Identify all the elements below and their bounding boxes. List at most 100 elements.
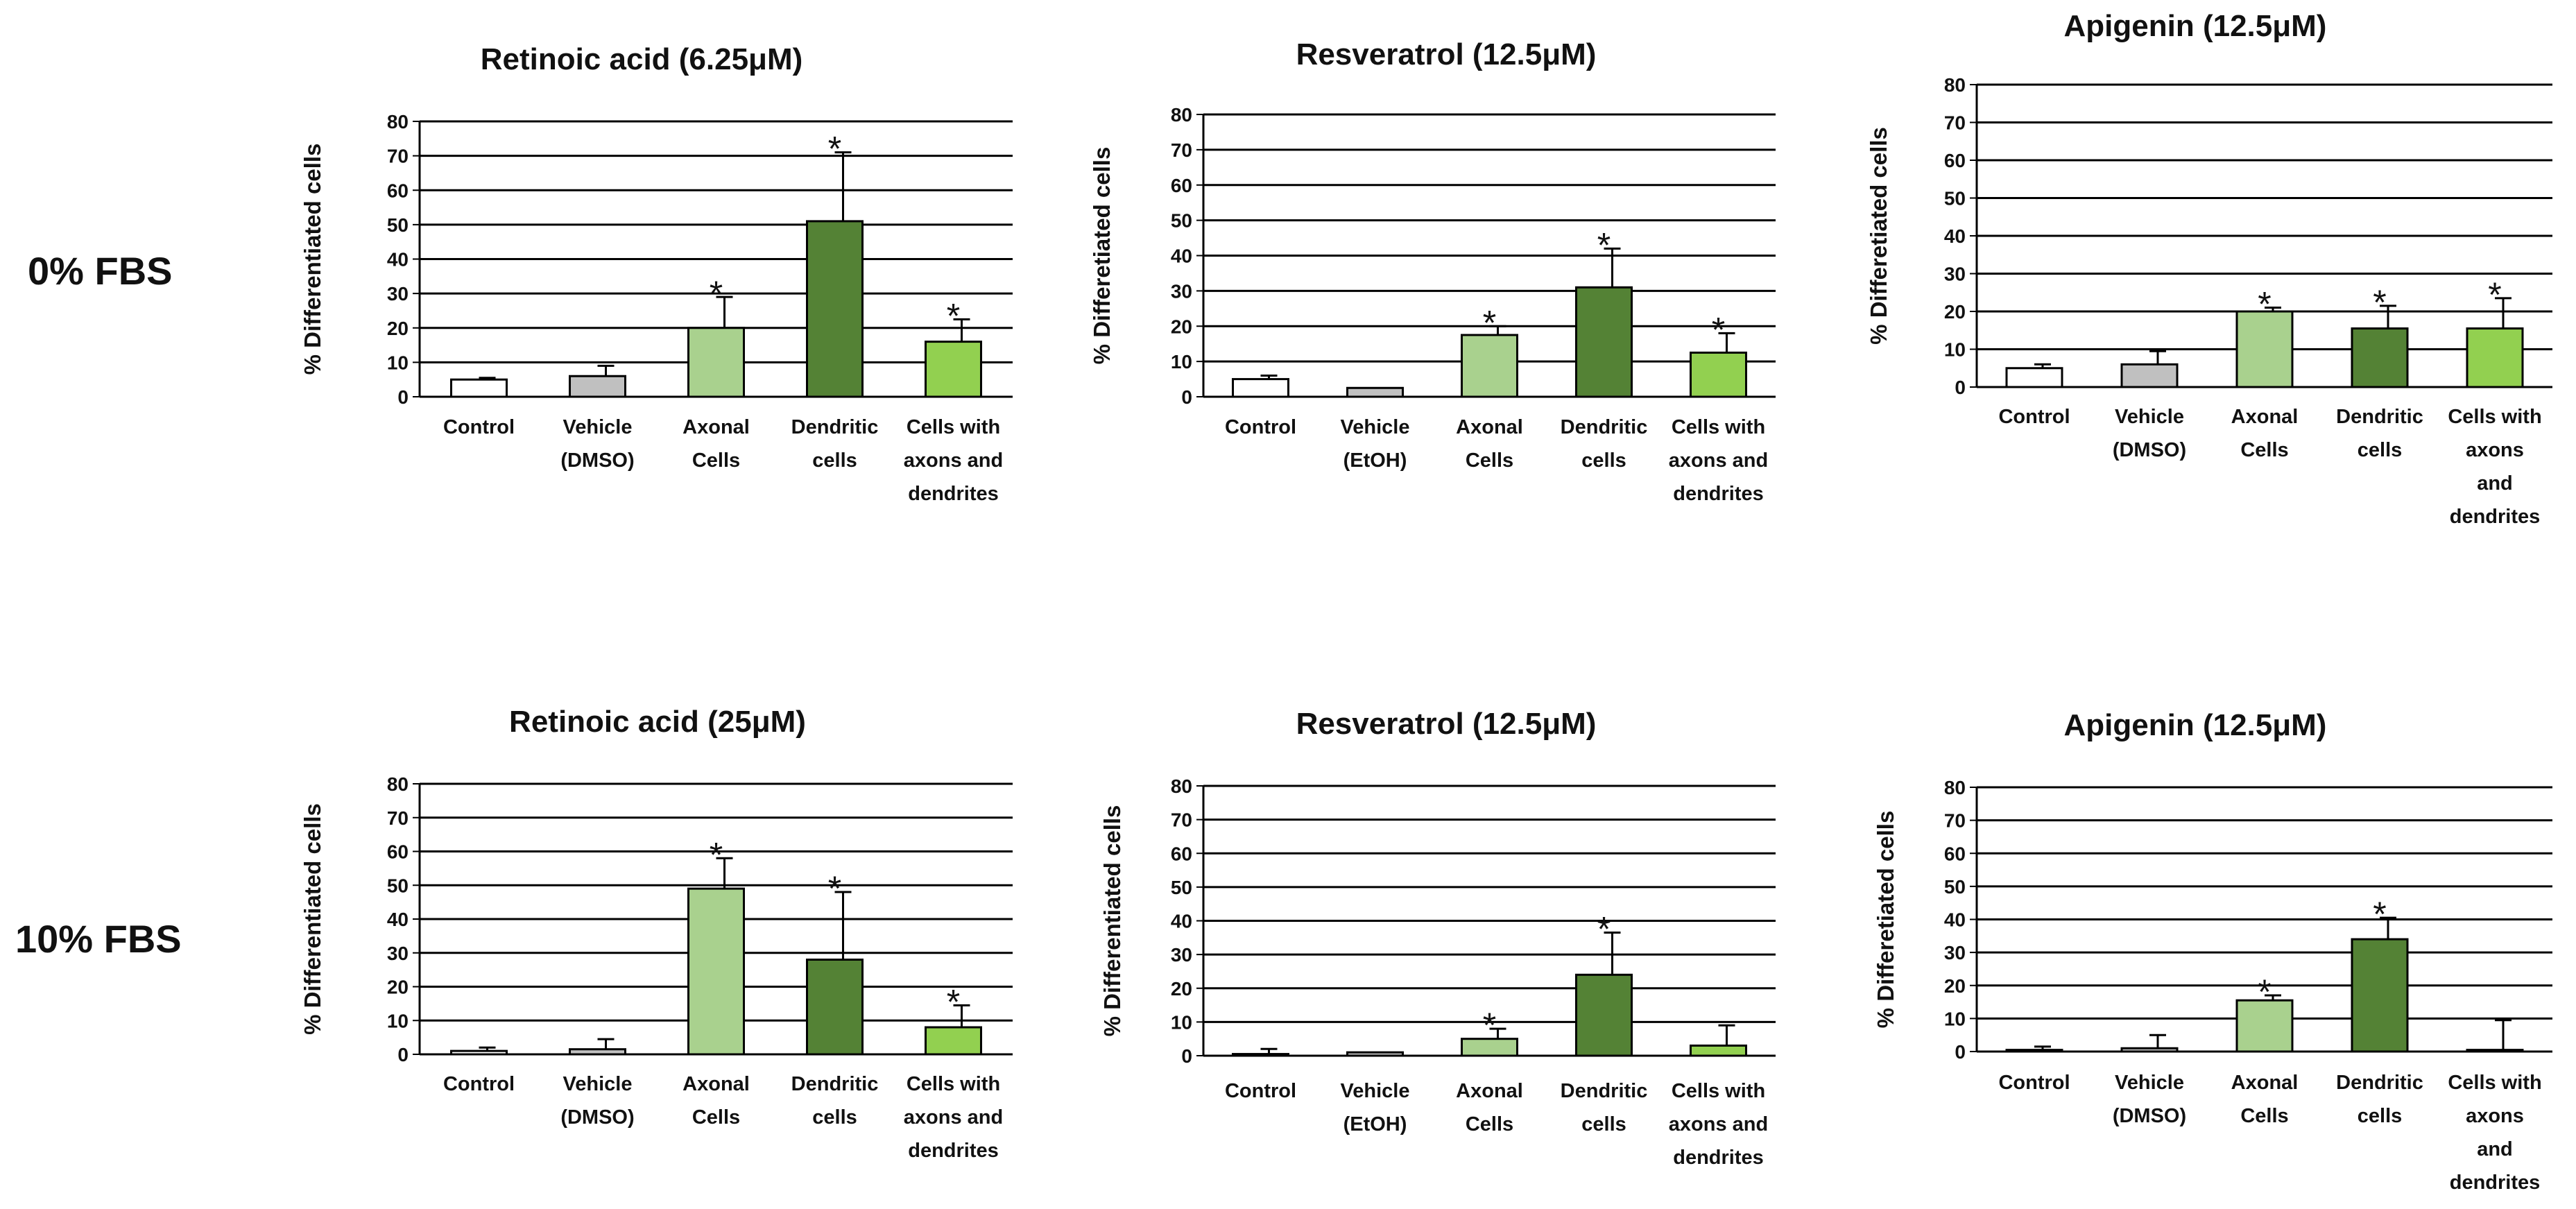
- y-tick-label: 0: [1181, 1045, 1192, 1067]
- significance-marker: *: [2258, 972, 2271, 1011]
- x-category-label-line: (DMSO): [560, 449, 634, 472]
- bar: [569, 1048, 626, 1056]
- chart-panel-6: Apigenin (12.5μM) % Differetiated cells 0 1…: [1873, 708, 2552, 1194]
- x-category-label-line: Vehicle: [1341, 416, 1410, 438]
- y-tick-label: 30: [1171, 944, 1192, 966]
- y-tick-label: 0: [397, 1044, 409, 1065]
- bar: [450, 1049, 508, 1056]
- y-tick-label: 20: [1171, 978, 1192, 1000]
- x-category-label-line: Cells with: [2448, 1072, 2541, 1094]
- x-category-label-line: Control: [443, 1073, 515, 1095]
- x-category-label: Dendritic cells: [1561, 1080, 1648, 1135]
- y-tick-label: 40: [1944, 225, 1966, 247]
- x-category-label-line: cells: [812, 1106, 857, 1129]
- bar: [1346, 386, 1404, 398]
- x-category-label: Axonal Cells: [682, 1073, 750, 1129]
- y-tick-label: 20: [1944, 301, 1966, 323]
- bar: [1690, 351, 1747, 398]
- bar: [806, 220, 864, 398]
- y-tick-label: 60: [1171, 843, 1192, 864]
- y-tick-label: 10: [1171, 1011, 1192, 1033]
- x-category-label-line: dendrites: [1673, 483, 1764, 505]
- x-category-label: Control: [443, 416, 515, 438]
- bar: [925, 1026, 982, 1056]
- y-tick-label: 20: [1171, 316, 1192, 337]
- x-category-label-line: and: [2477, 472, 2513, 495]
- y-tick-label: 40: [1171, 911, 1192, 932]
- y-axis-label: % Differentiated cells: [300, 144, 325, 375]
- y-tick-label: 70: [1171, 809, 1192, 831]
- y-tick-label: 70: [1944, 810, 1966, 832]
- significance-marker: *: [828, 869, 841, 908]
- chart-title: Resveratrol (12.5μM): [1296, 37, 1597, 71]
- bar: [687, 327, 745, 398]
- y-tick-label: 60: [1944, 150, 1966, 171]
- y-tick-label: 10: [1944, 1008, 1966, 1029]
- bar: [2120, 1047, 2179, 1053]
- significance-marker: *: [2488, 275, 2501, 314]
- x-category-label-line: cells: [1581, 449, 1626, 472]
- x-category-label-line: Dendritic: [2336, 1072, 2423, 1094]
- bar: [2351, 327, 2409, 388]
- chart-title: Apigenin (12.5μM): [2064, 708, 2327, 742]
- bar: [1690, 1044, 1747, 1057]
- significance-marker: *: [2373, 895, 2386, 934]
- x-category-label: Vehicle (EtOH): [1341, 1080, 1410, 1135]
- x-category-label-line: dendrites: [908, 1140, 999, 1162]
- y-tick-label: 50: [1171, 877, 1192, 898]
- x-category-label-line: Cells: [1466, 449, 1513, 472]
- bar: [1346, 1051, 1404, 1057]
- x-category-label: Vehicle (DMSO): [560, 1073, 634, 1129]
- y-tick-label: 80: [1944, 74, 1966, 96]
- bar: [2005, 1049, 2063, 1053]
- x-category-label-line: Control: [443, 416, 515, 438]
- bar: [1232, 1053, 1289, 1057]
- y-tick-label: 80: [387, 773, 409, 795]
- x-category-label-line: Vehicle: [563, 416, 633, 438]
- x-category-label-line: axons and: [904, 1106, 1003, 1129]
- x-category-label-line: axons and: [1669, 1113, 1768, 1135]
- y-tick-label: 20: [1944, 975, 1966, 997]
- x-category-label-line: (EtOH): [1343, 1113, 1407, 1135]
- y-tick-label: 60: [387, 841, 409, 863]
- x-category-label-line: cells: [1581, 1113, 1626, 1135]
- x-category-label-line: Axonal: [2231, 406, 2299, 428]
- x-category-label-line: and: [2477, 1138, 2513, 1160]
- x-category-label-line: dendrites: [908, 483, 999, 505]
- x-category-label-line: axons and: [904, 449, 1003, 472]
- x-category-label: Axonal Cells: [1456, 1080, 1523, 1135]
- x-category-label: Vehicle (DMSO): [2113, 1072, 2186, 1127]
- x-category-label: Vehicle (DMSO): [560, 416, 634, 472]
- y-tick-label: 80: [1171, 104, 1192, 126]
- y-tick-label: 30: [387, 943, 409, 964]
- significance-marker: *: [2258, 285, 2271, 324]
- x-category-label: Control: [1225, 416, 1296, 438]
- x-category-label-line: Vehicle: [2115, 1072, 2184, 1094]
- x-category-label-line: Cells with: [1672, 1080, 1765, 1102]
- chart-panel-3: Apigenin (12.5μM) % Differetiated cells 0 1…: [1866, 9, 2552, 528]
- significance-marker: *: [828, 130, 841, 169]
- x-category-label-line: dendrites: [2450, 1172, 2541, 1194]
- x-category-label-line: Cells with: [907, 416, 1000, 438]
- y-tick-label: 10: [387, 1010, 409, 1031]
- significance-marker: *: [710, 835, 723, 874]
- x-category-label-line: cells: [2358, 1105, 2403, 1127]
- bar: [806, 959, 864, 1056]
- y-tick-label: 0: [1955, 377, 1966, 398]
- x-category-label-line: Axonal: [682, 416, 750, 438]
- bar: [687, 887, 745, 1056]
- x-category-label-line: Vehicle: [2115, 406, 2184, 428]
- x-category-label-line: Cells with: [2448, 406, 2541, 428]
- x-category-label: Cells with axons and dendrites: [904, 416, 1003, 505]
- x-category-label-line: (DMSO): [2113, 1105, 2186, 1127]
- x-category-label: Control: [1998, 406, 2070, 428]
- bar: [1575, 973, 1633, 1057]
- x-category-label-line: Dendritic: [2336, 406, 2423, 428]
- y-tick-label: 50: [387, 214, 409, 236]
- y-tick-label: 40: [1171, 246, 1192, 267]
- chart-title: Apigenin (12.5μM): [2064, 9, 2327, 43]
- x-category-label-line: Cells with: [1672, 416, 1765, 438]
- y-axis-label: % Differetiated cells: [1866, 127, 1891, 345]
- x-category-label-line: Vehicle: [563, 1073, 633, 1095]
- y-axis-label: % Differentiated cells: [300, 803, 325, 1035]
